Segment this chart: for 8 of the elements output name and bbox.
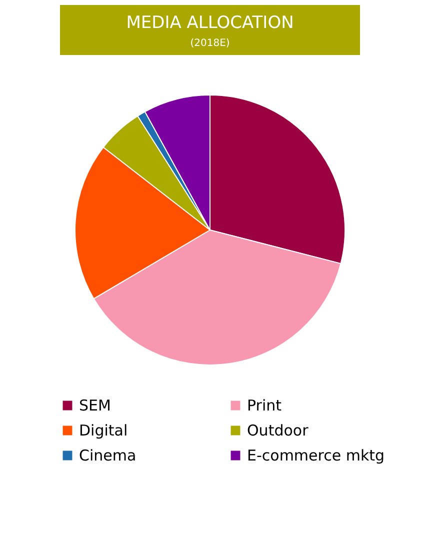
chart-title: MEDIA ALLOCATION [126, 13, 294, 33]
legend-label: Digital [79, 422, 128, 440]
legend-label: Print [247, 396, 282, 415]
legend-label: Cinema [79, 446, 136, 464]
chart-subtitle: (2018E) [190, 38, 230, 49]
legend-label: Outdoor [247, 422, 310, 440]
legend-label: SEM [79, 396, 111, 415]
legend-label: E-commerce mktg [247, 446, 385, 464]
